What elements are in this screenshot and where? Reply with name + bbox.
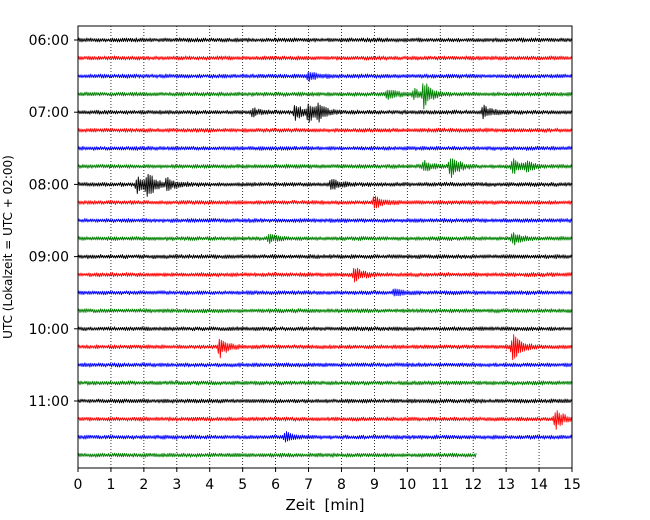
x-tick-label: 2 [139,477,148,493]
x-tick-label: 6 [271,477,280,493]
x-axis: 0 1 2 3 4 5 6 7 8 9 10 11 12 13 14 15 [74,468,581,493]
trace-1130 [77,431,573,443]
x-tick-label: 12 [464,477,482,493]
y-tick-label: 08:00 [29,177,69,193]
trace-0730 [77,145,573,151]
y-tick-label: 09:00 [29,250,69,266]
trace-0815 [77,195,573,209]
y-tick-label: 07:00 [29,105,69,121]
trace-0830 [77,217,573,224]
trace-group [77,37,573,458]
x-tick-label: 9 [370,477,379,493]
trace-0745 [77,158,573,179]
y-axis-label: UTC (Lokalzeit = UTC + 02:00) [1,155,15,339]
trace-0700 [77,102,573,123]
trace-0900 [77,253,573,260]
plot-frame [77,25,573,469]
trace-1000 [77,326,573,332]
x-tick-label: 8 [337,477,346,493]
x-tick-label: 10 [398,477,416,493]
trace-0615 [77,55,573,61]
x-tick-label: 4 [205,477,214,493]
trace-1100 [77,398,573,404]
x-tick-label: 7 [304,477,313,493]
x-axis-label: Zeit [min] [285,496,364,514]
x-tick-label: 13 [497,477,515,493]
trace-1145 [77,452,477,458]
trace-0930 [77,288,573,297]
y-tick-label: 10:00 [29,322,69,338]
trace-1115 [77,410,573,430]
trace-1030 [77,362,573,368]
trace-1015 [77,334,573,361]
trace-0715 [77,127,573,133]
y-axis: 06:00 07:00 08:00 09:00 10:00 11:00 [29,33,78,410]
trace-0845 [77,232,573,246]
x-tick-label: 11 [431,477,449,493]
x-tick-label: 5 [238,477,247,493]
trace-0630 [77,71,573,82]
trace-1045 [77,380,573,386]
trace-0645 [77,83,573,110]
y-tick-label: 06:00 [29,33,69,49]
x-tick-label: 15 [563,477,581,493]
trace-0600 [77,37,573,43]
trace-0945 [77,308,573,314]
x-tick-label: 0 [74,477,83,493]
trace-0915 [77,267,573,283]
x-tick-label: 3 [172,477,181,493]
x-tick-label: 14 [530,477,548,493]
x-tick-label: 1 [106,477,115,493]
y-tick-label: 11:00 [29,394,69,410]
trace-0800 [77,173,573,197]
